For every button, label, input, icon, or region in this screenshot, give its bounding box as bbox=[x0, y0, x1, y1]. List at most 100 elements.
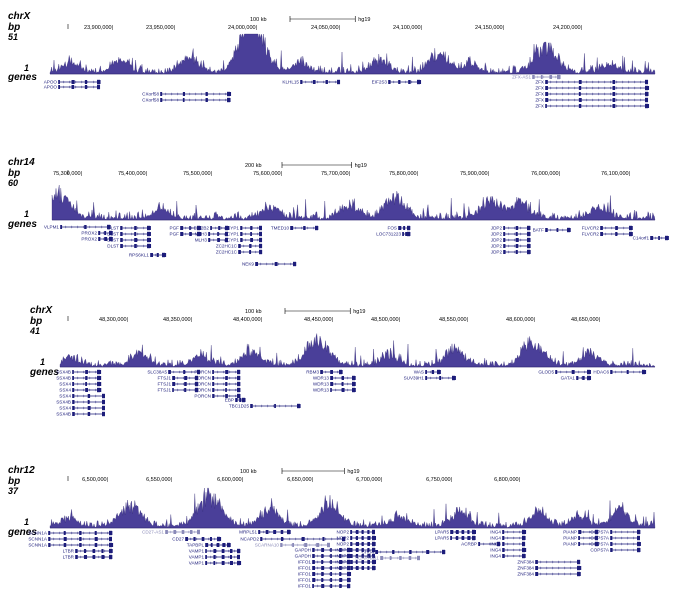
strand-arrow bbox=[336, 370, 339, 374]
gene-label: LPAR5 bbox=[435, 536, 450, 541]
gene-exon bbox=[222, 543, 226, 547]
gene-label: ZFX-AS1 bbox=[512, 75, 531, 80]
gene-exon-end bbox=[347, 577, 350, 583]
genes-label: genes bbox=[8, 527, 37, 538]
gene-exon-end bbox=[195, 375, 198, 381]
gene-exon bbox=[330, 388, 332, 392]
strand-arrow bbox=[614, 370, 617, 374]
strand-arrow bbox=[316, 560, 319, 564]
gene-exon-end bbox=[347, 571, 350, 577]
strand-arrow bbox=[94, 406, 97, 410]
gene-exon bbox=[216, 543, 220, 547]
gene-exon-end bbox=[527, 231, 530, 237]
strand-arrow bbox=[569, 572, 572, 576]
gene-exon-end bbox=[97, 84, 100, 90]
strand-arrow bbox=[76, 370, 79, 374]
gene-exon bbox=[98, 231, 101, 235]
strand-arrow bbox=[228, 376, 231, 380]
gene-exon-end bbox=[147, 225, 150, 231]
strand-arrow bbox=[340, 566, 343, 570]
strand-arrow bbox=[88, 400, 91, 404]
strand-arrow bbox=[334, 560, 337, 564]
strand-arrow bbox=[142, 226, 145, 230]
ruler-tick-label: 48,300,000| bbox=[99, 317, 128, 323]
gene-label: GLOD5 bbox=[538, 370, 554, 375]
gene-exon-end bbox=[629, 225, 632, 231]
strand-arrow bbox=[322, 80, 325, 84]
strand-arrow bbox=[283, 262, 286, 266]
strand-arrow bbox=[248, 244, 251, 248]
gene-exon-end bbox=[557, 74, 560, 80]
strand-arrow bbox=[234, 370, 237, 374]
strand-arrow bbox=[100, 531, 103, 535]
strand-arrow bbox=[250, 226, 253, 230]
ruler-tick-label: 75,500,000| bbox=[183, 171, 212, 177]
scale-bar: 100 kb hg19 bbox=[245, 308, 366, 315]
strand-arrow bbox=[639, 98, 642, 102]
unit-label: bp bbox=[30, 316, 43, 327]
gene-exon bbox=[79, 537, 82, 541]
gene-exon-end bbox=[109, 530, 112, 536]
gene-exon bbox=[545, 86, 548, 90]
strand-arrow bbox=[94, 531, 97, 535]
strand-arrow bbox=[256, 238, 259, 242]
strand-arrow bbox=[182, 98, 185, 102]
gene-exon bbox=[576, 376, 579, 380]
gene-exon-end bbox=[227, 542, 230, 548]
strand-arrow bbox=[234, 376, 237, 380]
gene-label: RBM3 bbox=[306, 370, 319, 375]
ruler-tick-label: 6,650,000| bbox=[287, 477, 313, 483]
gene-label: ING4 bbox=[490, 536, 501, 541]
strand-arrow bbox=[212, 232, 215, 236]
strand-arrow bbox=[88, 412, 91, 416]
gene-exon bbox=[339, 572, 342, 576]
gene-label: SCNN1A bbox=[28, 537, 48, 542]
strand-arrow bbox=[633, 104, 636, 108]
strand-arrow bbox=[621, 86, 624, 90]
scale-bar-label: 100 kb bbox=[245, 309, 262, 315]
gene-label: RPS6KL1 bbox=[129, 253, 150, 258]
strand-arrow bbox=[585, 104, 588, 108]
gene-exon bbox=[626, 370, 629, 374]
strand-arrow bbox=[563, 560, 566, 564]
strand-arrow bbox=[233, 549, 236, 553]
gene-exon bbox=[48, 537, 51, 541]
strand-arrow bbox=[340, 554, 343, 558]
strand-arrow bbox=[142, 244, 145, 248]
gene-exon bbox=[85, 376, 88, 380]
gene-exon bbox=[316, 543, 320, 547]
gene-exon bbox=[280, 530, 284, 534]
strand-arrow bbox=[274, 530, 277, 534]
strand-arrow bbox=[366, 560, 369, 564]
strand-arrow bbox=[614, 530, 617, 534]
strand-arrow bbox=[254, 404, 257, 408]
strand-arrow bbox=[403, 550, 406, 554]
strand-arrow bbox=[102, 237, 105, 241]
gene-exon bbox=[87, 406, 91, 410]
gene-exon bbox=[208, 232, 211, 236]
gene-exon bbox=[165, 530, 168, 534]
ruler-tick-label: 6,550,000| bbox=[146, 477, 172, 483]
strand-arrow bbox=[334, 554, 337, 558]
strand-arrow bbox=[94, 388, 97, 392]
ymax-label: 41 bbox=[30, 326, 41, 336]
gene-exon bbox=[182, 92, 186, 96]
gene-exon bbox=[185, 537, 189, 541]
gene-exon bbox=[545, 80, 548, 84]
strand-arrow bbox=[100, 225, 103, 229]
strand-arrow bbox=[239, 398, 242, 402]
strand-arrow bbox=[88, 225, 91, 229]
gene-exon-end bbox=[522, 541, 525, 547]
strand-arrow bbox=[182, 388, 185, 392]
gene-exon bbox=[361, 554, 364, 558]
gene-exon-end bbox=[347, 583, 350, 589]
strand-arrow bbox=[206, 98, 209, 102]
gene-exon bbox=[339, 548, 342, 552]
gene-exon bbox=[330, 370, 333, 374]
gene-exon bbox=[578, 98, 582, 102]
strand-arrow bbox=[260, 404, 263, 408]
gene-label: BATF bbox=[533, 228, 545, 233]
strand-arrow bbox=[276, 537, 279, 541]
strand-arrow bbox=[74, 80, 77, 84]
gene-exon bbox=[72, 382, 75, 386]
